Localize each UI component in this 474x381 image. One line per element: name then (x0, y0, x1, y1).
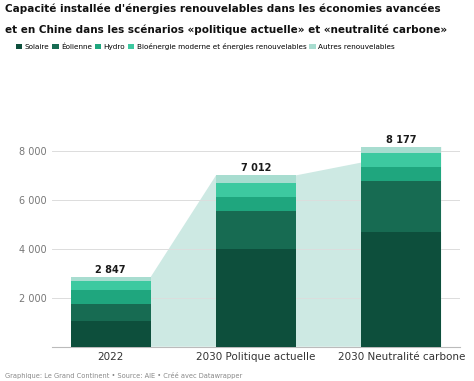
Text: 7 012: 7 012 (241, 163, 271, 173)
Text: Capacité installée d'énergies renouvelables dans les économies avancées: Capacité installée d'énergies renouvelab… (5, 4, 440, 14)
Bar (361, 181, 441, 232)
Polygon shape (151, 147, 441, 347)
Text: 8 177: 8 177 (386, 135, 417, 145)
Bar (216, 197, 296, 211)
Bar (361, 153, 441, 167)
Bar (216, 250, 296, 347)
Bar (71, 304, 151, 321)
Bar (71, 281, 151, 290)
Bar (361, 167, 441, 181)
Bar (71, 290, 151, 304)
Bar (361, 147, 441, 153)
Bar (71, 277, 151, 281)
Text: Graphique: Le Grand Continent • Source: AIE • Créé avec Datawrapper: Graphique: Le Grand Continent • Source: … (5, 372, 242, 379)
Bar (71, 321, 151, 347)
Bar (216, 182, 296, 197)
Bar (216, 211, 296, 250)
Text: 2 847: 2 847 (95, 265, 126, 275)
Bar (216, 175, 296, 182)
Legend: Solaire, Éolienne, Hydro, Bioénergie moderne et énergies renouvelables, Autres r: Solaire, Éolienne, Hydro, Bioénergie mod… (13, 40, 398, 53)
Text: et en Chine dans les scénarios «politique actuelle» et «neutralité carbone»: et en Chine dans les scénarios «politiqu… (5, 25, 447, 35)
Bar (361, 232, 441, 347)
